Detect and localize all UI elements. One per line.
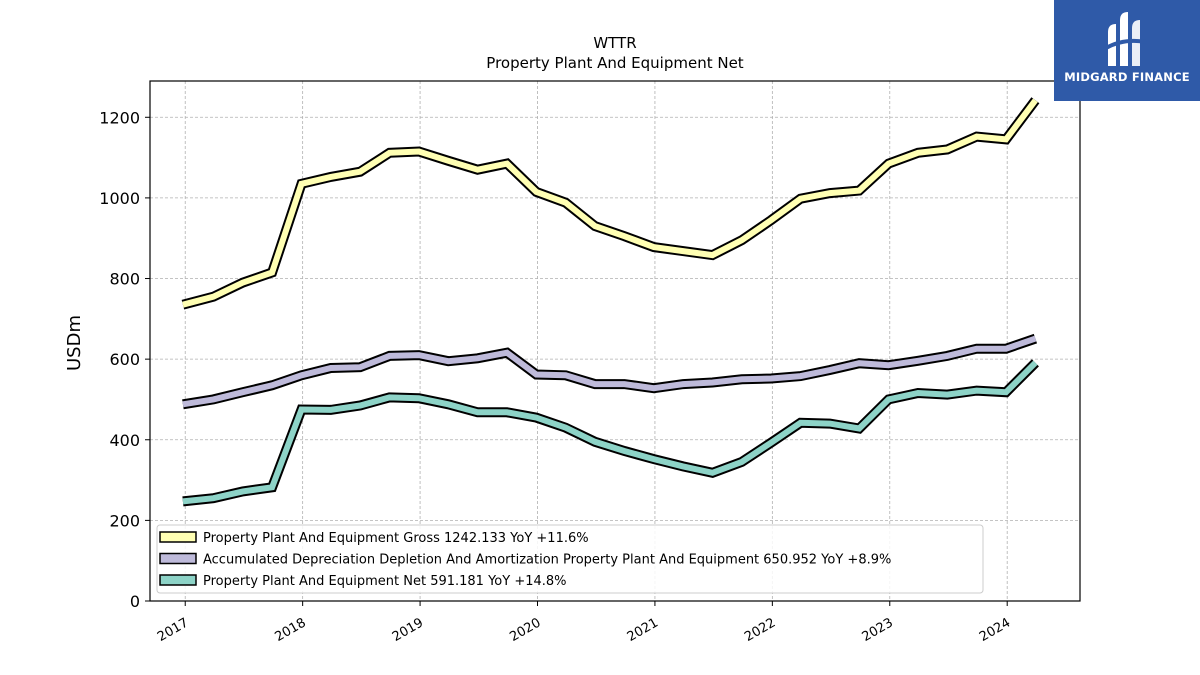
midgard-logo-icon [1105, 12, 1147, 66]
y-tick-label-3: 600 [109, 350, 140, 369]
legend: Property Plant And Equipment Gross 1242.… [156, 524, 984, 594]
legend-label-1: Accumulated Depreciation Depletion And A… [203, 553, 891, 568]
legend-label-2: Property Plant And Equipment Net 591.181… [203, 574, 567, 589]
chart-subtitle: Property Plant And Equipment Net [486, 54, 743, 72]
y-axis-label: USDm [64, 315, 85, 371]
legend-swatch-1 [159, 552, 197, 565]
plot-frame [149, 80, 1081, 602]
legend-swatch-2 [159, 574, 197, 586]
legend-swatch-0 [159, 531, 197, 543]
series-line-0 [182, 98, 1038, 308]
y-tick-label-2: 400 [109, 431, 140, 450]
legend-label-0: Property Plant And Equipment Gross 1242.… [203, 531, 589, 546]
y-tick-label-1: 200 [109, 511, 140, 530]
y-tick-label-5: 1000 [99, 189, 140, 208]
series-lines [181, 97, 1040, 507]
y-tick-label-0: 0 [130, 592, 140, 611]
y-tick-label-6: 1200 [99, 108, 140, 127]
y-tick-label-4: 800 [109, 270, 140, 289]
brand-logo: MIDGARD FINANCE [1054, 0, 1200, 101]
series-line-1 [182, 335, 1037, 408]
brand-name: MIDGARD FINANCE [1064, 70, 1190, 84]
legend-box [156, 524, 984, 594]
chart-title: WTTR [593, 34, 636, 52]
grid [150, 81, 1080, 602]
series-line-2 [182, 360, 1038, 505]
